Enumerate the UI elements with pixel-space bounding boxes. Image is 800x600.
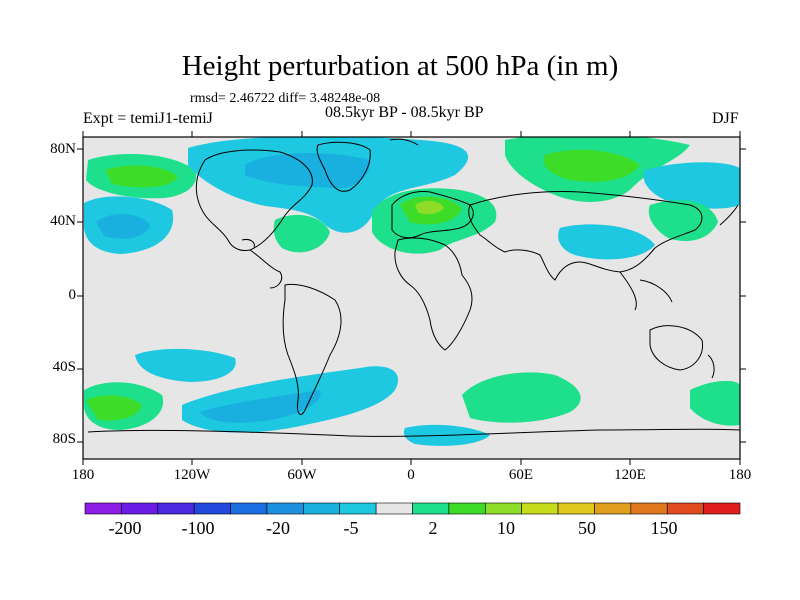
coastline xyxy=(249,249,283,289)
coastline xyxy=(619,271,637,311)
anomaly-region-positive xyxy=(86,395,142,421)
anomaly-region-negative xyxy=(96,214,150,239)
anomaly-region-negative xyxy=(558,224,655,260)
colorbar-label: 50 xyxy=(578,518,596,538)
anomaly-region-positive xyxy=(543,149,640,182)
lon-label-180e: 180 xyxy=(728,467,752,483)
coastline xyxy=(639,279,673,303)
colorbar-label: 2 xyxy=(428,518,438,538)
coastline xyxy=(468,191,703,281)
colorbar-swatch xyxy=(266,502,304,515)
lat-label-80s: 80S xyxy=(52,431,76,447)
experiment-label: Expt = temiJ1-temiJ xyxy=(83,110,213,127)
axis-ticks xyxy=(77,131,746,465)
colorbar-swatch xyxy=(484,502,522,515)
colorbar-swatch xyxy=(703,502,741,515)
lon-label-120w: 120W xyxy=(173,467,211,483)
coastline xyxy=(649,325,704,371)
colorbar-label: 10 xyxy=(497,518,515,538)
lat-label-40s: 40S xyxy=(52,359,76,375)
colorbar-swatch xyxy=(121,502,159,515)
colorbar-swatch xyxy=(84,502,122,515)
coastline xyxy=(241,239,255,249)
colorbar xyxy=(84,502,741,515)
coastline xyxy=(394,237,473,351)
anomaly-region-negative xyxy=(643,162,740,209)
coastline xyxy=(316,141,371,192)
colorbar-swatch xyxy=(193,502,231,515)
colorbar-label: -100 xyxy=(181,518,215,538)
colorbar-swatch xyxy=(666,502,704,515)
coastline xyxy=(195,149,313,251)
lat-label-0: 0 xyxy=(68,287,77,303)
stats-label: rmsd= 2.46722 diff= 3.48248e-08 xyxy=(190,91,381,106)
colorbar-swatch xyxy=(375,502,413,515)
colorbar-swatch xyxy=(594,502,632,515)
coastline xyxy=(389,138,419,146)
anomaly-region-negative xyxy=(135,348,236,382)
coastline xyxy=(282,283,342,415)
coastline xyxy=(707,354,715,379)
colorbar-swatch xyxy=(157,502,195,515)
colorbar-swatch xyxy=(521,502,559,515)
season-label: DJF xyxy=(712,110,739,127)
colorbar-swatch xyxy=(230,502,268,515)
period-label: 08.5kyr BP - 08.5kyr BP xyxy=(325,104,484,121)
colorbar-label: 150 xyxy=(650,518,678,538)
colorbar-swatch xyxy=(339,502,377,515)
anomaly-region-positive xyxy=(462,372,581,423)
anomaly-region-negative xyxy=(200,390,321,423)
lon-label-180w: 180 xyxy=(71,467,95,483)
coastline xyxy=(87,428,740,437)
lat-label-40n: 40N xyxy=(50,213,76,229)
coastlines xyxy=(87,138,740,437)
lon-label-60w: 60W xyxy=(287,467,317,483)
anomaly-field xyxy=(84,137,740,446)
lat-label-80n: 80N xyxy=(50,141,76,157)
lon-label-60e: 60E xyxy=(508,467,534,483)
colorbar-label: -200 xyxy=(108,518,142,538)
anomaly-region-positive xyxy=(690,380,740,426)
anomaly-region-positive xyxy=(105,165,178,188)
colorbar-swatch xyxy=(448,502,486,515)
lon-label-0: 0 xyxy=(407,467,415,483)
colorbar-swatch xyxy=(412,502,450,515)
chart-title: Height perturbation at 500 hPa (in m) xyxy=(181,50,619,82)
colorbar-swatch xyxy=(557,502,595,515)
anomaly-region-positive xyxy=(273,214,330,253)
anomaly-region-negative xyxy=(245,153,371,189)
lon-label-120e: 120E xyxy=(614,467,646,483)
colorbar-swatch xyxy=(630,502,668,515)
colorbar-label: -5 xyxy=(343,518,359,538)
coastline xyxy=(719,204,739,226)
anomaly-region-positive xyxy=(648,200,718,242)
colorbar-swatch xyxy=(303,502,341,515)
anomaly-region-positive xyxy=(415,200,444,215)
colorbar-label: -20 xyxy=(266,518,290,538)
